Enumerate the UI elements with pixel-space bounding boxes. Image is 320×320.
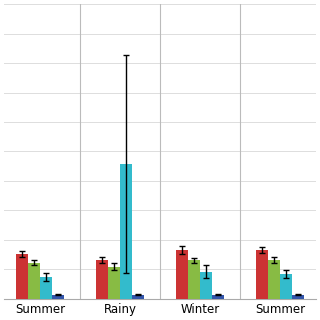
- Bar: [256, 250, 268, 299]
- Bar: [120, 164, 132, 299]
- Bar: [108, 267, 120, 299]
- Bar: [176, 250, 188, 299]
- Bar: [40, 277, 52, 299]
- Bar: [188, 260, 200, 299]
- Bar: [28, 263, 40, 299]
- Bar: [132, 295, 144, 299]
- Bar: [16, 254, 28, 299]
- Bar: [292, 295, 304, 299]
- Bar: [280, 274, 292, 299]
- Bar: [212, 295, 224, 299]
- Bar: [268, 260, 280, 299]
- Bar: [96, 260, 108, 299]
- Bar: [52, 295, 64, 299]
- Bar: [200, 272, 212, 299]
